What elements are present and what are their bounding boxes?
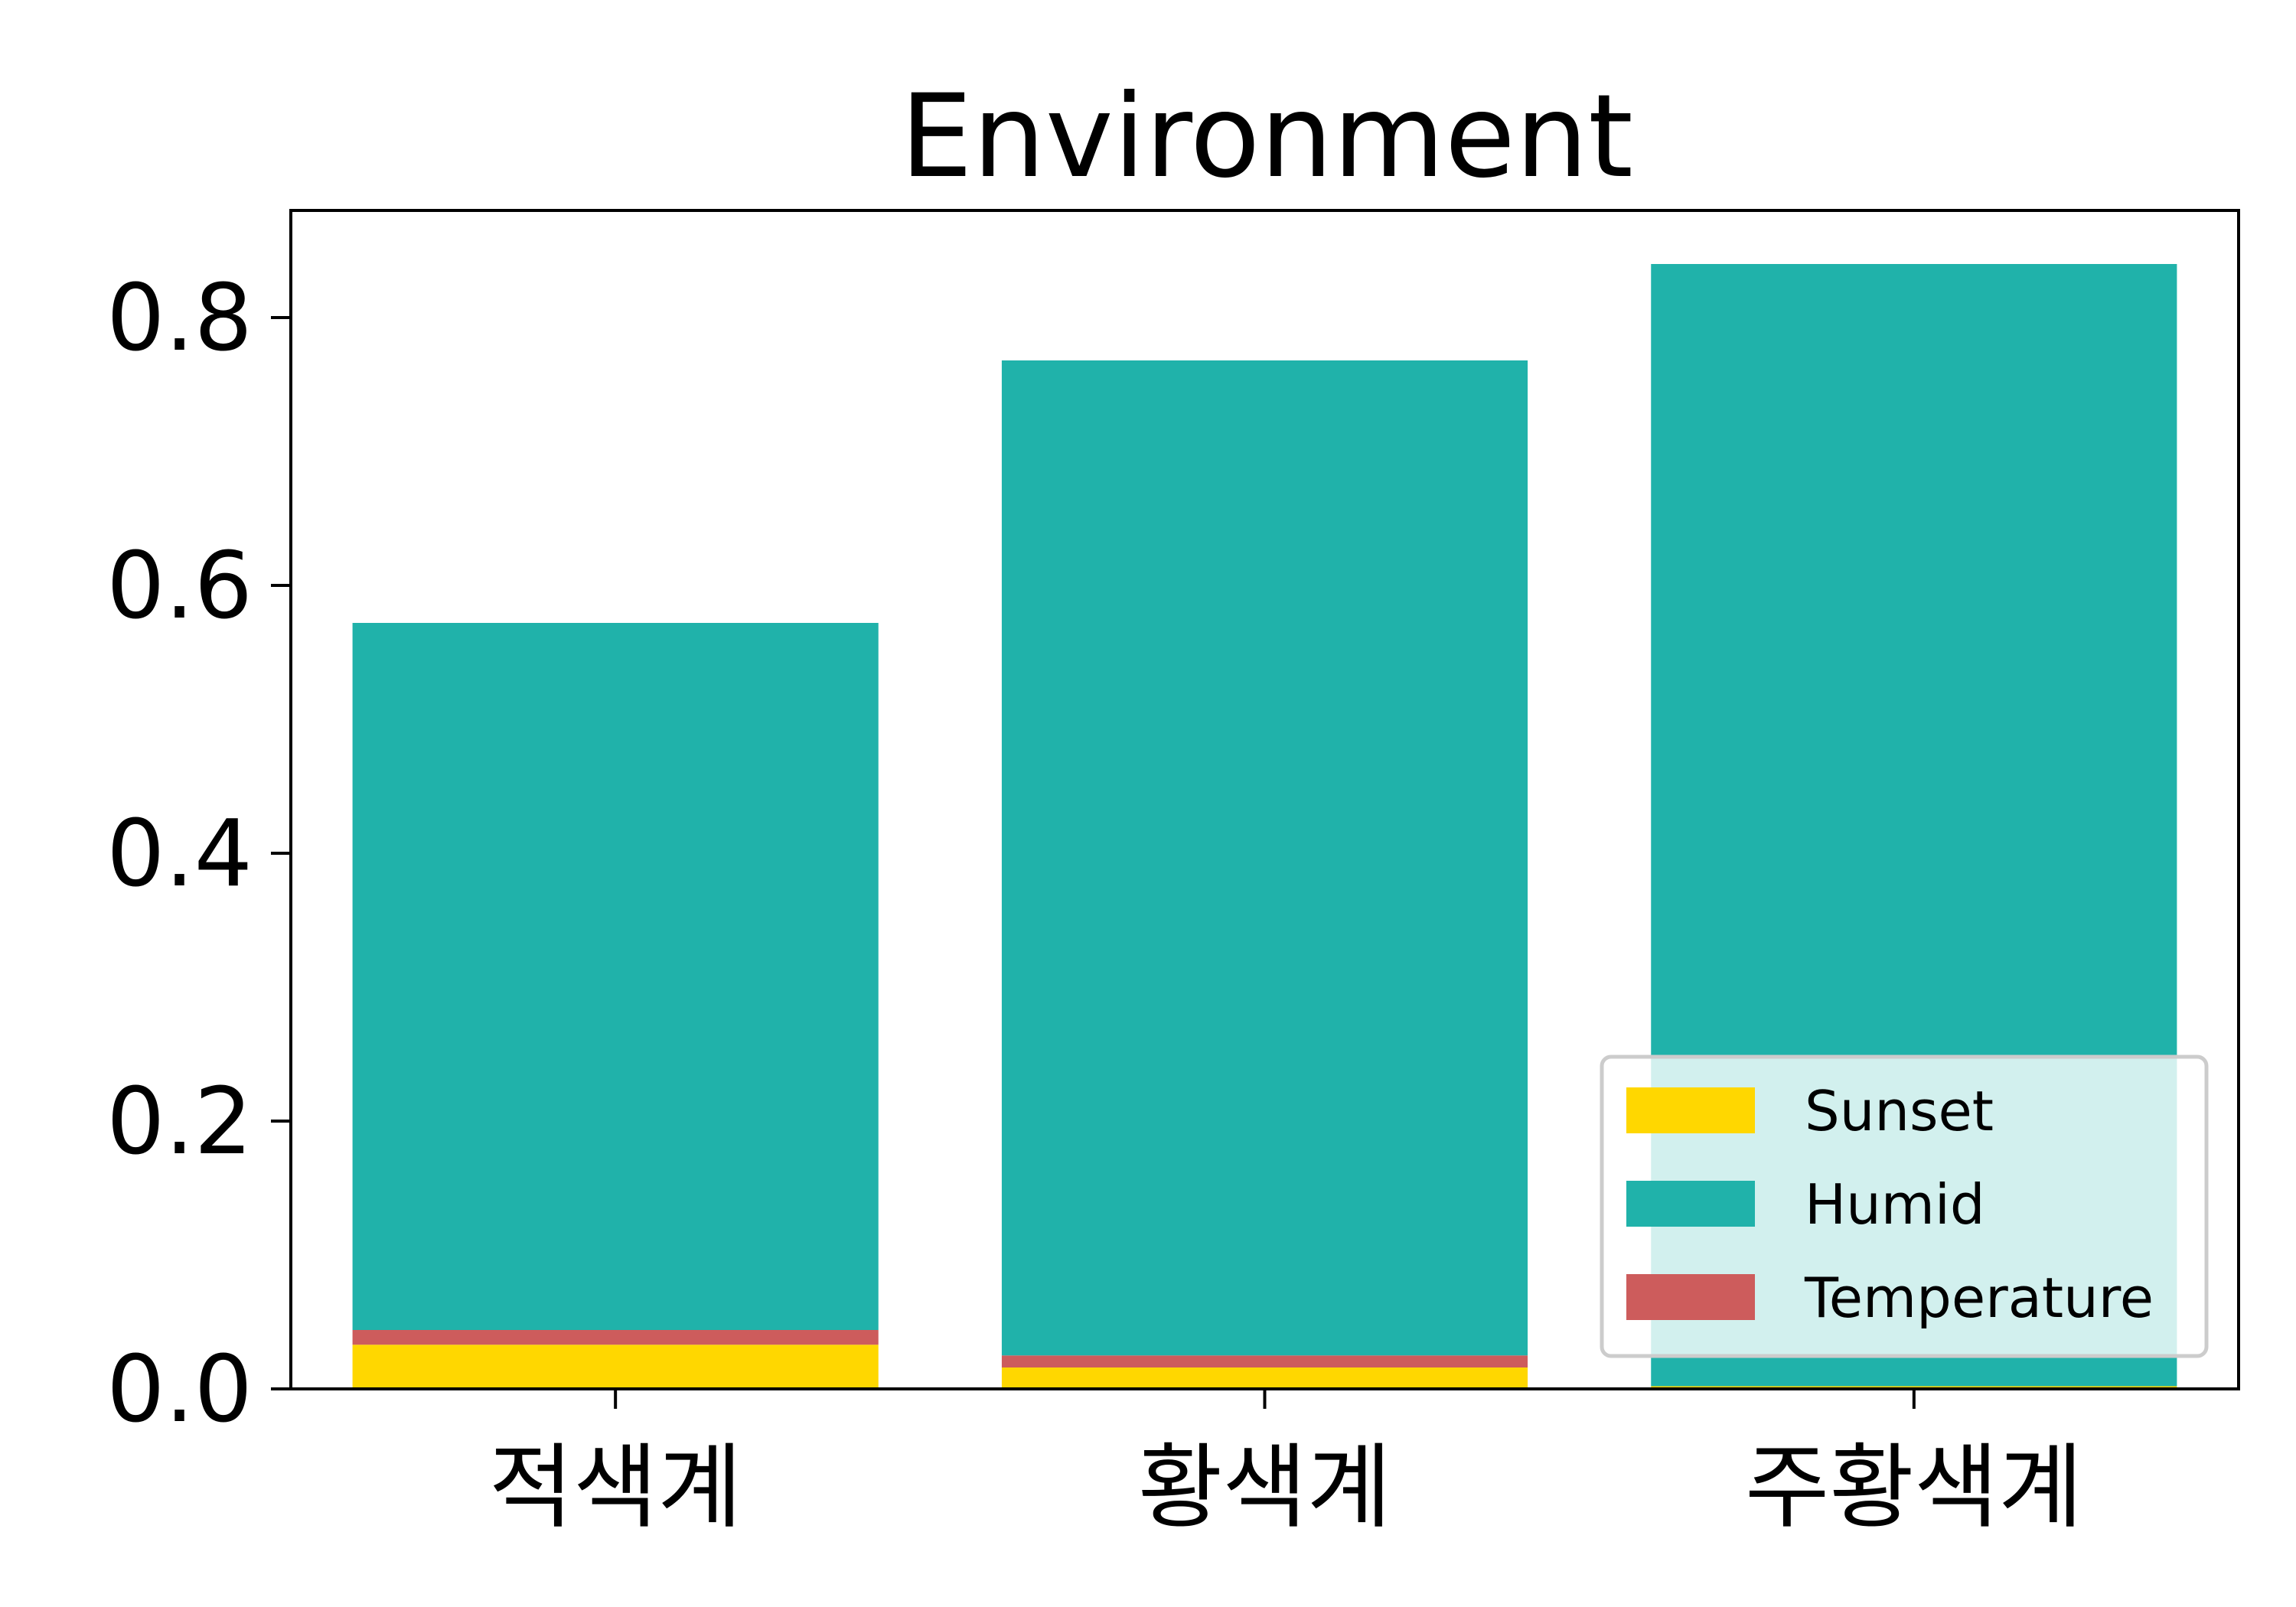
bar-temperature-0 xyxy=(352,1330,879,1345)
legend-label-temperature: Temperature xyxy=(1804,1266,2154,1330)
y-axis: 0.0 0.2 0.4 0.6 0.8 xyxy=(106,266,291,1443)
y-tick-label: 0.0 xyxy=(106,1337,253,1443)
x-tick-label: 황색계 xyxy=(1138,1435,1391,1541)
legend-label-humid: Humid xyxy=(1805,1172,1985,1237)
x-axis: 적색계 황색계 주황색계 xyxy=(489,1389,2083,1541)
x-tick-label: 주황색계 xyxy=(1745,1435,2083,1541)
y-tick-label: 0.6 xyxy=(106,533,253,640)
legend-swatch-temperature xyxy=(1626,1274,1755,1320)
legend-label-sunset: Sunset xyxy=(1805,1079,1994,1143)
legend-swatch-sunset xyxy=(1626,1087,1755,1133)
bar-sunset-1 xyxy=(1001,1367,1528,1389)
bar-sunset-0 xyxy=(352,1345,879,1389)
y-tick-label: 0.8 xyxy=(106,266,253,372)
bar-temperature-1 xyxy=(1001,1355,1528,1367)
y-tick-label: 0.4 xyxy=(106,801,253,908)
bar-humid-0 xyxy=(352,623,879,1330)
legend: Sunset Humid Temperature xyxy=(1600,1054,2209,1358)
chart-title: Environment xyxy=(900,70,1633,204)
x-tick-label: 적색계 xyxy=(489,1435,742,1541)
y-tick-label: 0.2 xyxy=(106,1069,253,1175)
legend-swatch-humid xyxy=(1626,1181,1755,1227)
bar-humid-1 xyxy=(1001,360,1528,1356)
